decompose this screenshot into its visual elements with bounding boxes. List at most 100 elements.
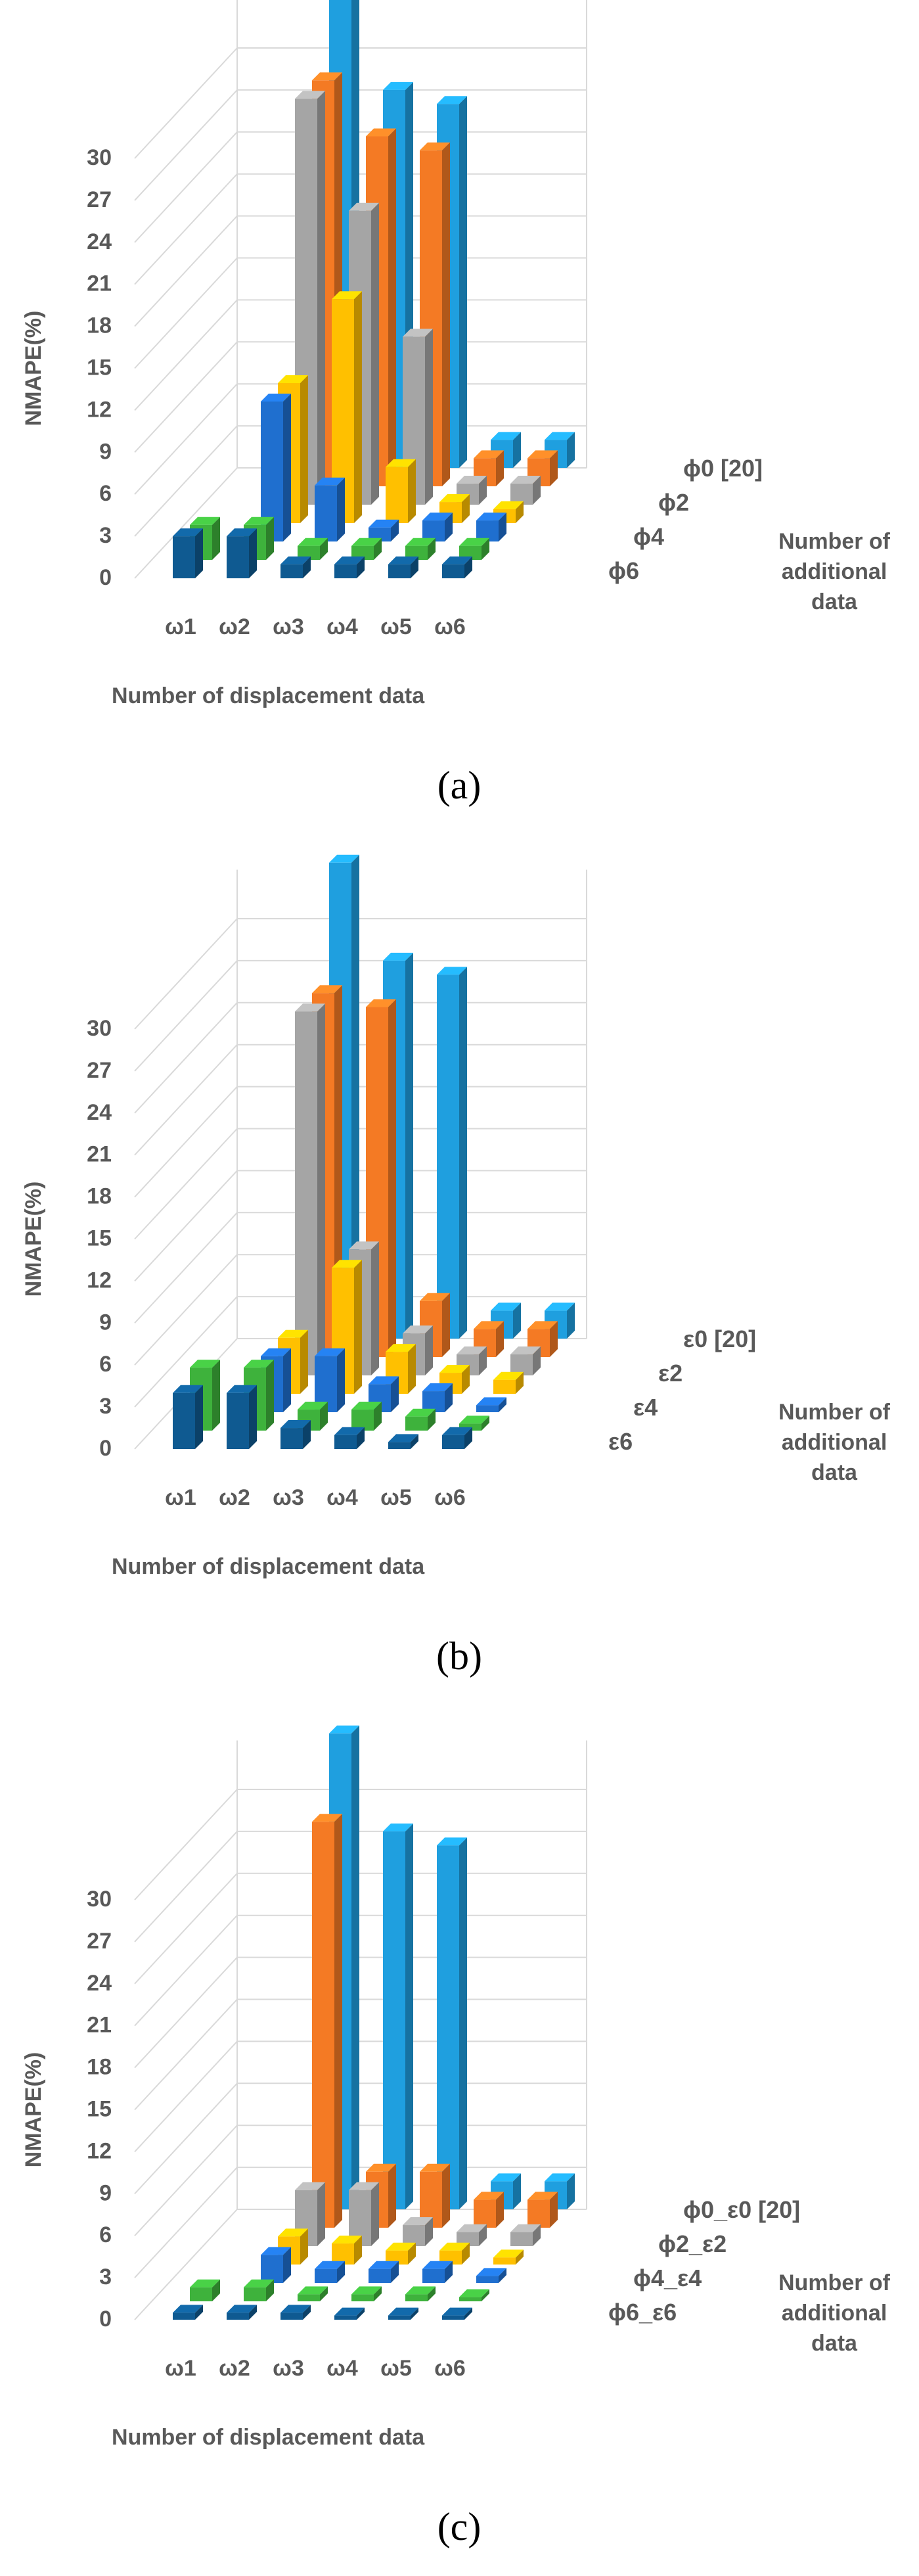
bar xyxy=(280,1420,311,1449)
bar xyxy=(388,2307,418,2320)
y-tick-label: 9 xyxy=(99,2180,112,2205)
y-tick-label: 18 xyxy=(87,2055,112,2080)
panel-caption: (b) xyxy=(436,1634,482,1678)
depth-tick-label: ε4 xyxy=(633,1394,658,1421)
bar xyxy=(422,1383,453,1412)
bar xyxy=(351,2286,382,2301)
z-axis-label: Number of additional data xyxy=(778,1400,891,1485)
bar xyxy=(261,394,291,541)
bar xyxy=(173,2305,203,2320)
y-tick-label: 6 xyxy=(99,2222,112,2247)
bar xyxy=(476,1397,506,1412)
bar xyxy=(493,1371,524,1394)
x-tick-label: ω4 xyxy=(326,2356,358,2381)
x-tick-label: ω4 xyxy=(326,1485,358,1510)
y-tick-label: 3 xyxy=(99,1394,112,1419)
bar xyxy=(510,476,541,505)
x-tick-label: ω3 xyxy=(273,2356,304,2381)
bar xyxy=(442,2307,472,2320)
y-tick-label: 9 xyxy=(99,439,112,464)
x-tick-label: ω1 xyxy=(165,2356,196,2381)
bar xyxy=(474,2192,504,2228)
y-tick-label: 9 xyxy=(99,1310,112,1335)
y-tick-label: 30 xyxy=(87,1016,112,1041)
y-tick-label: 12 xyxy=(87,2138,112,2163)
bar xyxy=(405,538,436,560)
bar xyxy=(386,459,416,523)
x-tick-label: ω6 xyxy=(434,1485,466,1510)
x-tick-label: ω4 xyxy=(326,614,358,639)
bar xyxy=(312,1814,342,2228)
bar xyxy=(405,2286,436,2301)
y-tick-label: 27 xyxy=(87,1058,112,1083)
bar xyxy=(351,1402,382,1431)
depth-tick-label: ϕ4_ε4 xyxy=(633,2265,702,2291)
bar xyxy=(298,2286,328,2301)
x-axis-label: Number of displacement data xyxy=(112,2425,425,2450)
bar xyxy=(334,556,365,578)
x-tick-label: ω3 xyxy=(273,614,304,639)
x-axis-label: Number of displacement data xyxy=(112,1554,425,1579)
y-tick-label: 30 xyxy=(87,145,112,170)
depth-tick-label: ϕ2_ε2 xyxy=(658,2230,727,2257)
bar xyxy=(383,1823,413,2209)
bar xyxy=(422,2261,453,2283)
bar xyxy=(315,2261,345,2283)
bar xyxy=(510,1346,541,1375)
bar xyxy=(437,1837,467,2209)
bar xyxy=(173,1385,203,1449)
depth-tick-label: ϕ0 [20] xyxy=(683,455,763,482)
y-tick-label: 21 xyxy=(87,2013,112,2038)
bar xyxy=(476,2268,506,2283)
y-tick-label: 0 xyxy=(99,1436,112,1461)
bar xyxy=(439,2242,470,2265)
y-tick-label: 15 xyxy=(87,2097,112,2122)
bar xyxy=(442,556,472,578)
bar xyxy=(405,1408,436,1431)
bar xyxy=(493,2249,524,2265)
x-tick-label: ω1 xyxy=(165,614,196,639)
bar xyxy=(388,556,418,578)
chart-panel-b: 0 3 6 9 12 15 18 21 24 27 30 NMAPE(%) ω1 ω2 ω3 ω4 ω5 ω6 Nu… xyxy=(21,854,891,1678)
x-tick-label: ω1 xyxy=(165,1485,196,1510)
y-tick-label: 24 xyxy=(87,1100,112,1125)
bar xyxy=(244,2279,274,2301)
bar xyxy=(457,2224,487,2246)
bar xyxy=(173,528,203,578)
bar xyxy=(334,2307,365,2320)
x-tick-label: ω5 xyxy=(380,2356,412,2381)
y-tick-label: 12 xyxy=(87,397,112,422)
depth-tick-label: ε2 xyxy=(658,1360,683,1387)
x-tick-label: ω2 xyxy=(219,614,250,639)
y-tick-label: 21 xyxy=(87,271,112,296)
y-tick-label: 15 xyxy=(87,1226,112,1251)
x-tick-label: ω2 xyxy=(219,2356,250,2381)
y-tick-label: 18 xyxy=(87,1184,112,1209)
y-tick-label: 21 xyxy=(87,1142,112,1167)
bar xyxy=(527,1321,558,1357)
y-tick-label: 3 xyxy=(99,523,112,548)
panel-caption: (c) xyxy=(437,2505,482,2548)
panel-caption: (a) xyxy=(437,764,482,807)
bar xyxy=(280,2305,311,2320)
x-tick-label: ω6 xyxy=(434,2356,466,2381)
y-tick-label: 6 xyxy=(99,481,112,506)
bar xyxy=(190,2279,220,2301)
depth-tick-label: ϕ2 xyxy=(658,489,689,516)
y-tick-label: 0 xyxy=(99,2307,112,2332)
y-tick-label: 24 xyxy=(87,229,112,254)
y-tick-label: 27 xyxy=(87,1929,112,1954)
z-axis-label: Number of additional data xyxy=(778,2270,891,2356)
bar xyxy=(442,1427,472,1449)
x-axis-label: Number of displacement data xyxy=(112,683,425,708)
y-tick-label: 6 xyxy=(99,1352,112,1377)
bar xyxy=(315,477,345,541)
chart-panel-c: 0 3 6 9 12 15 18 21 24 27 30 NMAPE(%) ω1 ω2 ω3 ω4 ω5 ω6 Nu… xyxy=(21,1725,891,2548)
y-tick-label: 30 xyxy=(87,1887,112,1912)
z-axis-label: Number of additional data xyxy=(778,529,891,614)
bar xyxy=(403,2217,433,2246)
depth-tick-label: ε6 xyxy=(608,1428,633,1455)
chart-panel-a: 0 3 6 9 12 15 18 21 24 27 30 NMAPE(%) ω1 ω2 ω3 ω4 ω5 ω6 Nu… xyxy=(21,0,891,807)
y-axis-label: NMAPE(%) xyxy=(21,311,46,426)
